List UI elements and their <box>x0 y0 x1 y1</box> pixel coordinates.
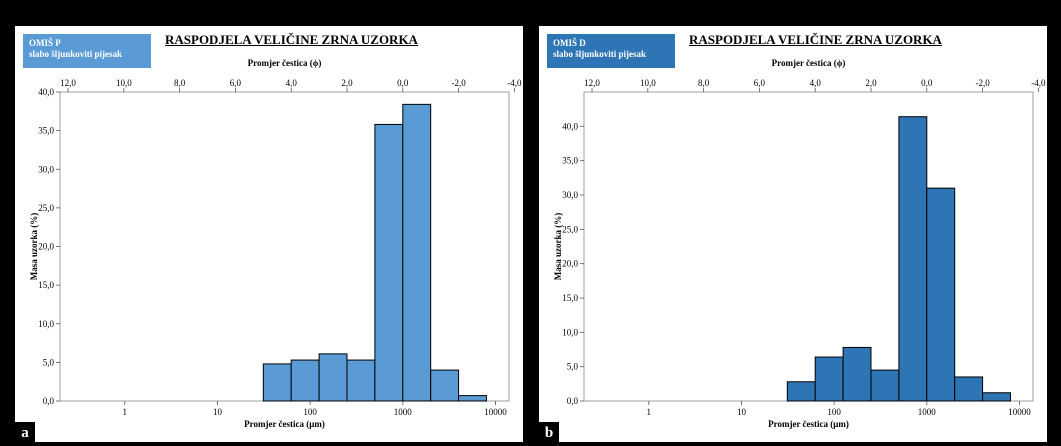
sample-label-box: OMIŠ P slabo šljunkoviti pijesak <box>23 34 151 68</box>
histogram-bar <box>458 395 487 402</box>
chart-panel-b: OMIŠ D slabo šljunkoviti pijesak RASPODJ… <box>539 26 1047 442</box>
top-tick-label: 2,0 <box>865 78 877 88</box>
sample-name: OMIŠ D <box>553 38 586 48</box>
top-tick-label: -2,0 <box>451 78 466 88</box>
y-tick-label: 40,0 <box>562 121 578 131</box>
y-tick-label: 10,0 <box>38 319 54 329</box>
top-tick-label: 0,0 <box>921 78 933 88</box>
x-tick-label: 100 <box>303 407 317 417</box>
y-tick-label: 30,0 <box>562 190 578 200</box>
histogram-bar <box>982 392 1011 402</box>
chart-title: RASPODJELA VELIČINE ZRNA UZORKA <box>165 32 418 47</box>
top-tick-label: 2,0 <box>341 78 353 88</box>
histogram-bar <box>814 356 844 402</box>
panel-letter: a <box>15 422 35 442</box>
histogram-bar <box>374 123 404 402</box>
x-tick-label: 10 <box>737 407 747 417</box>
y-tick-label: 0,0 <box>43 396 55 406</box>
sample-description: slabo šljunkoviti pijesak <box>553 49 647 59</box>
top-axis-title: Promjer čestica (ϕ) <box>772 58 846 68</box>
x-axis-title: Promjer čestica (μm) <box>244 419 325 429</box>
histogram-bar <box>290 359 320 402</box>
histogram-bar <box>898 116 928 402</box>
x-tick-label: 10000 <box>1008 407 1031 417</box>
top-tick-label: 12,0 <box>584 78 600 88</box>
y-tick-label: 0,0 <box>567 396 579 406</box>
histogram-bar <box>402 103 432 402</box>
top-tick-label: -4,0 <box>507 78 522 88</box>
histogram-bar <box>926 187 956 402</box>
y-tick-label: 5,0 <box>567 362 579 372</box>
top-tick-label: 10,0 <box>116 78 132 88</box>
x-tick-label: 10000 <box>484 407 507 417</box>
x-tick-label: 1 <box>123 407 128 417</box>
y-tick-label: 30,0 <box>38 164 54 174</box>
histogram-bar <box>870 369 900 402</box>
y-axis-title: Masa uzorka (%) <box>553 213 563 281</box>
x-tick-label: 1 <box>647 407 652 417</box>
top-tick-label: 4,0 <box>810 78 822 88</box>
y-tick-label: 5,0 <box>43 357 55 367</box>
top-tick-label: 6,0 <box>230 78 242 88</box>
top-axis-title: Promjer čestica (ϕ) <box>248 58 322 68</box>
top-tick-label: 6,0 <box>754 78 766 88</box>
histogram-chart: 0,0 5,0 10,0 15,0 20,0 25,0 30,0 35,0 40,0 1 10 100… <box>29 58 522 429</box>
histogram-bar <box>262 363 292 402</box>
y-tick-label: 35,0 <box>38 126 54 136</box>
y-tick-label: 15,0 <box>38 280 54 290</box>
x-axis-title: Promjer čestica (μm) <box>768 419 849 429</box>
top-tick-label: 4,0 <box>286 78 298 88</box>
histogram-chart: 0,0 5,0 10,0 15,0 20,0 25,0 30,0 35,0 40,0 1 10 100… <box>553 58 1046 429</box>
chart-panel-a: OMIŠ P slabo šljunkoviti pijesak RASPODJ… <box>15 26 523 442</box>
y-tick-label: 25,0 <box>38 203 54 213</box>
y-tick-label: 20,0 <box>38 242 54 252</box>
y-tick-label: 35,0 <box>562 156 578 166</box>
histogram-bar <box>786 381 816 402</box>
histogram-bar <box>430 369 460 402</box>
plot-area-border <box>59 91 510 402</box>
top-tick-label: -2,0 <box>975 78 990 88</box>
top-tick-label: 0,0 <box>397 78 409 88</box>
sample-label-box: OMIŠ D slabo šljunkoviti pijesak <box>547 34 675 68</box>
histogram-bar <box>842 346 872 402</box>
histogram-bar <box>954 376 984 402</box>
sample-description: slabo šljunkoviti pijesak <box>29 49 123 59</box>
x-tick-label: 10 <box>213 407 223 417</box>
x-tick-label: 1000 <box>918 407 937 417</box>
top-tick-label: -4,0 <box>1031 78 1046 88</box>
y-tick-label: 15,0 <box>562 293 578 303</box>
x-tick-label: 1000 <box>394 407 413 417</box>
plot-area-border <box>583 91 1034 402</box>
y-tick-label: 10,0 <box>562 327 578 337</box>
top-tick-label: 8,0 <box>174 78 186 88</box>
chart-title: RASPODJELA VELIČINE ZRNA UZORKA <box>689 32 942 47</box>
y-axis-title: Masa uzorka (%) <box>29 213 39 281</box>
panel-letter: b <box>539 422 559 442</box>
y-tick-label: 20,0 <box>562 259 578 269</box>
top-tick-label: 8,0 <box>698 78 710 88</box>
y-tick-label: 40,0 <box>38 87 54 97</box>
sample-name: OMIŠ P <box>29 38 61 48</box>
histogram-bar <box>346 359 376 402</box>
top-tick-label: 12,0 <box>60 78 76 88</box>
x-tick-label: 100 <box>827 407 841 417</box>
top-tick-label: 10,0 <box>640 78 656 88</box>
y-tick-label: 25,0 <box>562 224 578 234</box>
histogram-bar <box>318 353 348 402</box>
